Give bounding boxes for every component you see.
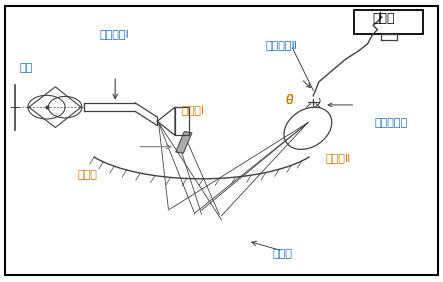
Text: レンズⅡ: レンズⅡ: [326, 153, 351, 163]
Text: アパーチャ: アパーチャ: [374, 118, 408, 128]
Text: θ: θ: [286, 94, 293, 107]
Text: θ: θ: [286, 94, 293, 107]
Text: ファイバⅠ: ファイバⅠ: [100, 29, 129, 39]
Bar: [176, 131, 192, 153]
Text: ファイバⅡ: ファイバⅡ: [266, 40, 298, 50]
Text: 光源: 光源: [20, 63, 33, 73]
Text: 分光計: 分光計: [372, 12, 395, 25]
Text: 反射面: 反射面: [272, 249, 292, 259]
Bar: [354, 10, 423, 34]
Text: 拡散板: 拡散板: [78, 170, 97, 180]
Text: レンズⅠ: レンズⅠ: [182, 105, 205, 115]
